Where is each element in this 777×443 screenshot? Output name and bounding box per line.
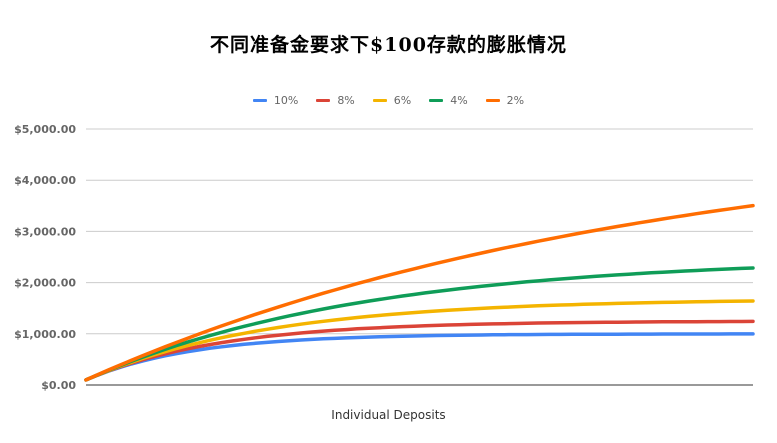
y-tick-label: $5,000.00 (14, 123, 76, 136)
legend-item-6pct: 6% (372, 94, 412, 107)
legend-item-4pct: 4% (429, 94, 468, 107)
y-tick-label: $1,000.00 (14, 328, 76, 341)
chart-legend: 10% 8% 6% 4% 2% (0, 94, 777, 107)
legend-label: 6% (393, 94, 412, 107)
legend-swatch (372, 99, 387, 102)
series-line-6pct (84, 299, 755, 382)
legend-label: 10% (273, 94, 299, 107)
legend-item-10pct: 10% (252, 94, 299, 107)
y-tick-label: $4,000.00 (14, 174, 76, 187)
chart-title: 不同准备金要求下$100存款的膨胀情况 (210, 34, 567, 56)
legend-item-2pct: 2% (485, 94, 525, 107)
legend-label: 8% (337, 94, 355, 107)
legend-swatch (485, 99, 500, 102)
x-axis-label: Individual Deposits (331, 408, 446, 422)
y-tick-label: $2,000.00 (14, 277, 76, 290)
y-tick-label: $3,000.00 (14, 225, 76, 238)
series-line-4pct (84, 266, 755, 382)
legend-label: 4% (450, 94, 468, 107)
legend-item-8pct: 8% (316, 94, 355, 107)
series-line-10pct (84, 332, 755, 382)
y-tick-label: $0.00 (41, 379, 76, 392)
series-line-8pct (84, 319, 755, 382)
series-line-2pct (84, 203, 755, 382)
legend-swatch (429, 99, 444, 102)
legend-swatch (252, 99, 267, 102)
legend-label: 2% (506, 94, 525, 107)
legend-swatch (316, 99, 331, 102)
